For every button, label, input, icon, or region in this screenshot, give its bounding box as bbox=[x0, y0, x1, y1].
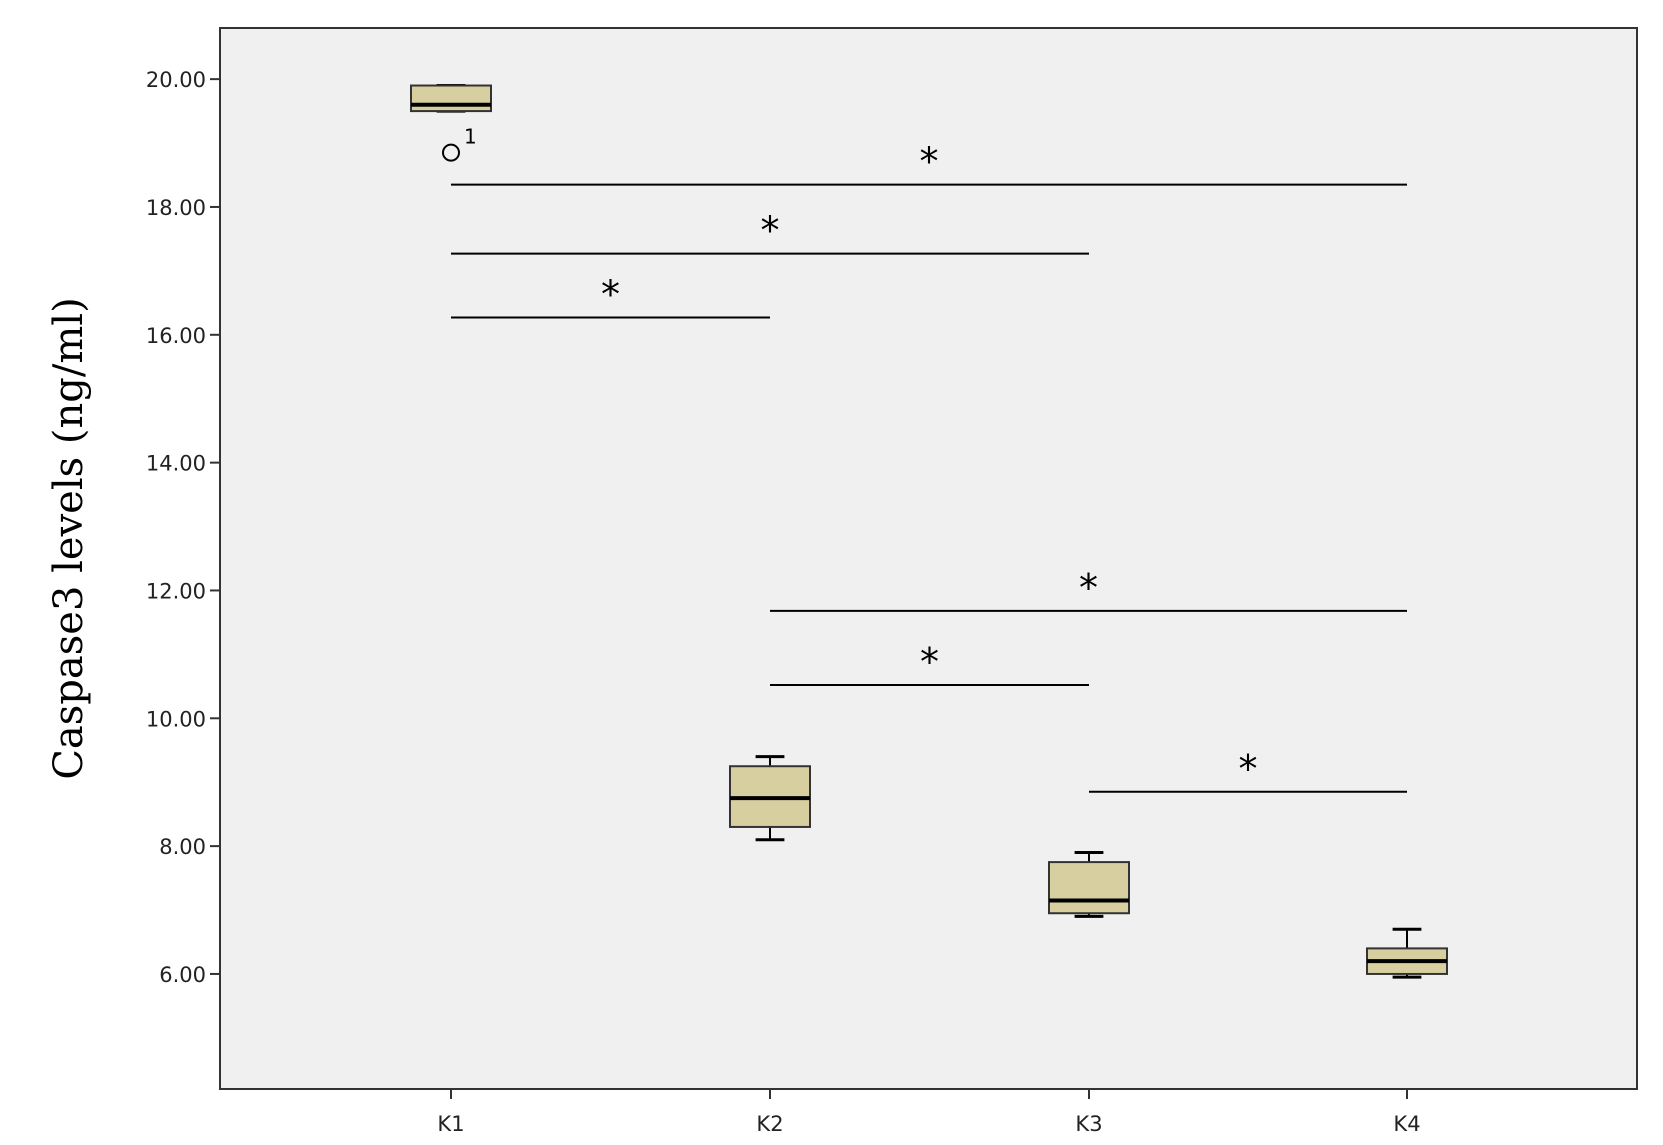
x-tick-label: K3 bbox=[1075, 1112, 1102, 1136]
significance-star: * bbox=[920, 140, 939, 184]
y-axis: 20.00 18.00 16.00 14.00 12.00 10.00 8.00 6.00 bbox=[146, 68, 220, 987]
y-tick-label: 10.00 bbox=[146, 707, 206, 731]
box-k2 bbox=[729, 755, 811, 842]
significance-star: * bbox=[1079, 566, 1098, 610]
significance-brackets: * * * * * * bbox=[451, 140, 1407, 793]
y-tick-label: 14.00 bbox=[146, 452, 206, 476]
y-tick-label: 8.00 bbox=[159, 835, 206, 859]
box-k4 bbox=[1366, 927, 1448, 979]
y-tick-label: 18.00 bbox=[146, 196, 206, 220]
outlier-label: 1 bbox=[464, 125, 477, 149]
x-tick-label: K1 bbox=[437, 1112, 464, 1136]
box-k3 bbox=[1048, 851, 1130, 918]
significance-star: * bbox=[920, 640, 939, 684]
y-tick-label: 16.00 bbox=[146, 324, 206, 348]
y-tick-label: 12.00 bbox=[146, 579, 206, 603]
y-tick-label: 6.00 bbox=[159, 963, 206, 987]
box-k1 bbox=[410, 84, 492, 113]
plot-area bbox=[219, 27, 1638, 1090]
significance-star: * bbox=[1239, 747, 1258, 791]
boxes: 1 bbox=[410, 84, 1448, 979]
outlier-marker bbox=[442, 143, 460, 162]
y-tick-label: 20.00 bbox=[146, 68, 206, 92]
significance-star: * bbox=[601, 273, 620, 317]
significance-star: * bbox=[761, 209, 780, 253]
box-body bbox=[410, 84, 492, 113]
x-axis: K1 K2 K3 K4 bbox=[437, 1089, 1421, 1136]
x-tick-label: K2 bbox=[756, 1112, 783, 1136]
x-tick-label: K4 bbox=[1393, 1112, 1420, 1136]
y-axis-title: Caspase3 levels (ng/ml) bbox=[46, 297, 92, 779]
box-body bbox=[1048, 861, 1130, 915]
